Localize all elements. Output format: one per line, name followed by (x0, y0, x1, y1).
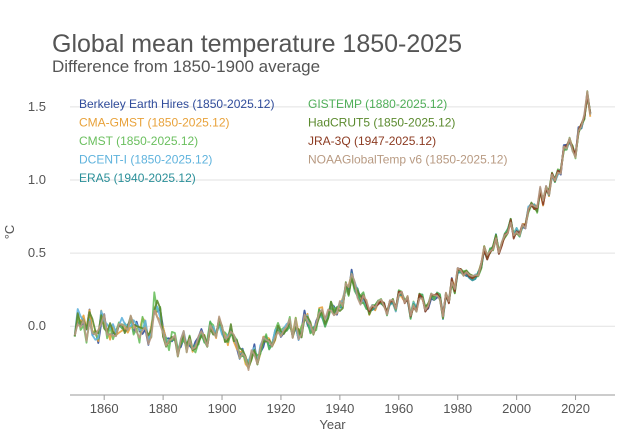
x-tick-label: 1900 (208, 401, 237, 416)
chart-subtitle: Difference from 1850-1900 average (52, 57, 321, 76)
x-axis-ticks: 1860 1880 1900 1920 1940 1960 1980 2000 2020 (90, 395, 590, 416)
x-tick-label: 1920 (266, 401, 295, 416)
x-tick-label: 2020 (561, 401, 590, 416)
series-lines (73, 90, 592, 372)
x-tick-label: 1980 (443, 401, 472, 416)
legend-entry: JRA-3Q (1947-2025.12) (308, 134, 436, 148)
legend-entry: CMA-GMST (1850-2025.12) (79, 116, 230, 130)
y-tick-label: 1.0 (28, 172, 46, 187)
legend-entry: NOAAGlobalTemp v6 (1850-2025.12) (308, 153, 507, 167)
x-tick-label: 2000 (502, 401, 531, 416)
legend: Berkeley Earth Hires (1850-2025.12) CMA-G… (79, 97, 507, 185)
legend-entry: ERA5 (1940-2025.12) (79, 171, 196, 185)
x-axis-label: Year (319, 417, 346, 431)
x-tick-label: 1940 (325, 401, 354, 416)
x-tick-label: 1880 (149, 401, 178, 416)
y-tick-label: 0.0 (28, 318, 46, 333)
legend-entry: HadCRUT5 (1850-2025.12) (308, 116, 455, 130)
y-axis-ticks: 0.0 0.5 1.0 1.5 (28, 99, 46, 333)
legend-entry: DCENT-I (1850-2025.12) (79, 153, 212, 167)
y-axis-label: °C (2, 225, 17, 240)
legend-entry: Berkeley Earth Hires (1850-2025.12) (79, 97, 274, 111)
chart-title: Global mean temperature 1850-2025 (52, 30, 462, 58)
y-tick-label: 0.5 (28, 245, 46, 260)
legend-entry: GISTEMP (1880-2025.12) (308, 97, 447, 111)
x-tick-label: 1960 (384, 401, 413, 416)
legend-entry: CMST (1850-2025.12) (79, 134, 198, 148)
y-tick-label: 1.5 (28, 99, 46, 114)
x-tick-label: 1860 (90, 401, 119, 416)
series-line (73, 90, 592, 372)
